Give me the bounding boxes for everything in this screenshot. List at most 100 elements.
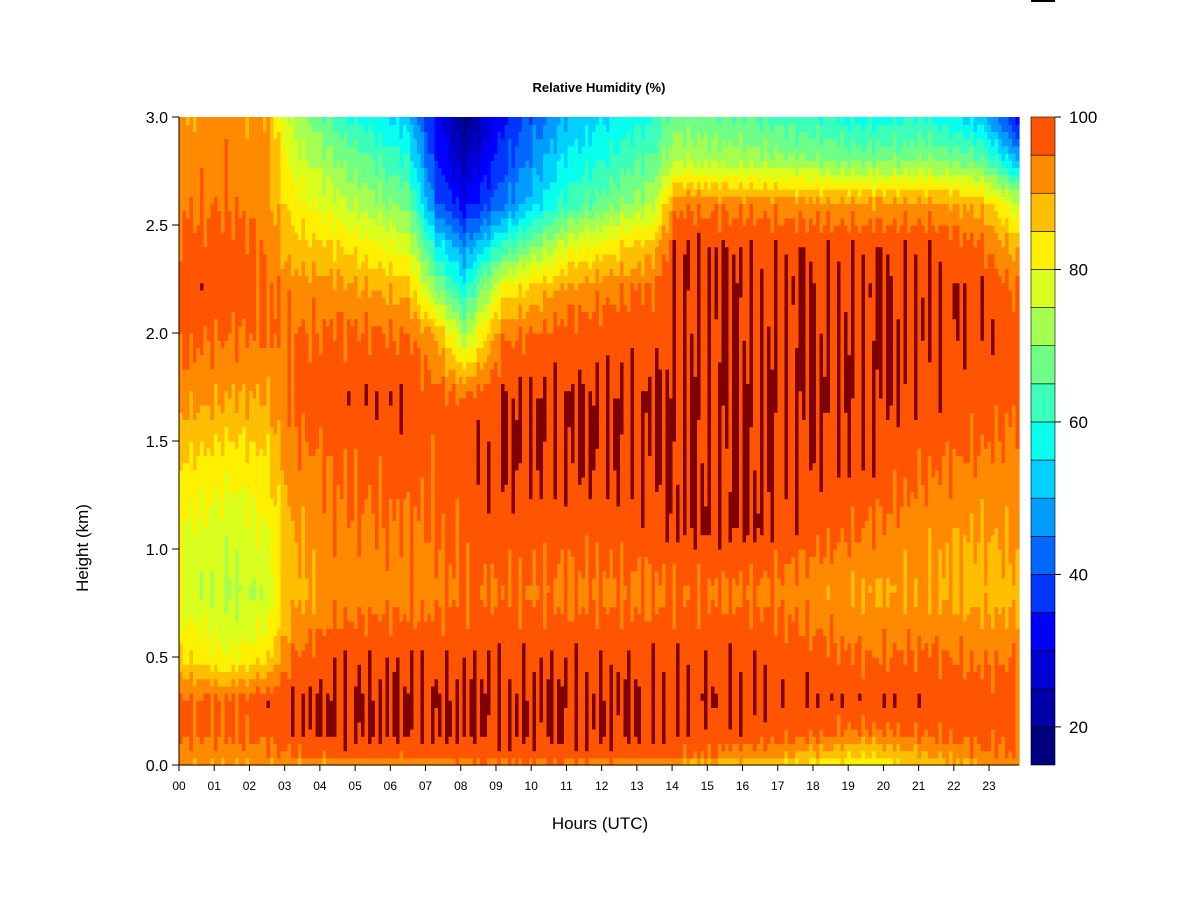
- heatmap-cell: [245, 664, 250, 672]
- heatmap-cell: [686, 621, 691, 629]
- heatmap-cell: [315, 736, 320, 744]
- heatmap-cell: [896, 743, 901, 752]
- heatmap-cell: [228, 750, 233, 759]
- heatmap-cell: [350, 613, 355, 622]
- heatmap-cell: [392, 685, 397, 694]
- heatmap-cell: [364, 664, 369, 672]
- heatmap-cell: [858, 671, 863, 680]
- heatmap-cell: [690, 707, 695, 716]
- heatmap-cell: [753, 736, 758, 744]
- heatmap-cell: [434, 628, 439, 636]
- heatmap-cell: [217, 671, 222, 680]
- heatmap-cell: [431, 700, 436, 708]
- heatmap-cell: [238, 693, 243, 701]
- heatmap-cell: [994, 729, 999, 737]
- heatmap-cell: [354, 671, 359, 680]
- heatmap-cell: [200, 729, 205, 737]
- heatmap-cell: [235, 649, 240, 658]
- heatmap-cell: [385, 721, 390, 730]
- heatmap-cell: [676, 613, 681, 622]
- heatmap-cell: [305, 613, 310, 622]
- heatmap-cell: [543, 707, 548, 716]
- heatmap-cell: [627, 678, 632, 687]
- heatmap-cell: [263, 635, 268, 644]
- heatmap-cell: [651, 613, 656, 622]
- heatmap-cell: [791, 714, 796, 723]
- heatmap-cell: [238, 635, 243, 644]
- heatmap-cell: [861, 671, 866, 680]
- heatmap-cell: [616, 729, 621, 737]
- heatmap-cell: [651, 693, 656, 701]
- heatmap-cell: [805, 635, 810, 644]
- heatmap-cell: [364, 693, 369, 701]
- heatmap-cell: [585, 750, 590, 759]
- heatmap-cell: [910, 671, 915, 680]
- heatmap-cell: [228, 757, 233, 766]
- heatmap-cell: [413, 743, 418, 752]
- heatmap-cell: [532, 729, 537, 737]
- heatmap-cell: [385, 664, 390, 672]
- heatmap-cell: [907, 657, 912, 665]
- heatmap-cell: [784, 671, 789, 680]
- heatmap-cell: [739, 628, 744, 636]
- heatmap-cell: [651, 642, 656, 651]
- heatmap-cell: [256, 621, 261, 629]
- heatmap-cell: [291, 685, 296, 694]
- heatmap-cell: [539, 628, 544, 636]
- heatmap-cell: [375, 736, 380, 744]
- heatmap-cell: [875, 700, 880, 708]
- heatmap-cell: [595, 743, 600, 752]
- heatmap-cell: [536, 729, 541, 737]
- heatmap-cell: [595, 729, 600, 737]
- heatmap-cell: [385, 657, 390, 665]
- heatmap-cell: [378, 678, 383, 687]
- heatmap-cell: [770, 707, 775, 716]
- heatmap-cell: [616, 736, 621, 744]
- heatmap-cell: [476, 693, 481, 701]
- heatmap-cell: [644, 671, 649, 680]
- heatmap-cell: [280, 707, 285, 716]
- heatmap-cell: [921, 714, 926, 723]
- heatmap-cell: [378, 628, 383, 636]
- heatmap-cell: [879, 729, 884, 737]
- heatmap-cell: [371, 621, 376, 629]
- heatmap-cell: [266, 657, 271, 665]
- heatmap-cell: [462, 750, 467, 759]
- heatmap-cell: [917, 621, 922, 629]
- heatmap-cell: [249, 707, 254, 716]
- heatmap-cell: [228, 743, 233, 752]
- heatmap-cell: [497, 613, 502, 622]
- heatmap-cell: [427, 649, 432, 658]
- heatmap-cell: [245, 613, 250, 622]
- heatmap-cell: [287, 664, 292, 672]
- heatmap-cell: [417, 757, 422, 766]
- heatmap-cell: [914, 664, 919, 672]
- heatmap-cell: [182, 657, 187, 665]
- heatmap-cell: [196, 657, 201, 665]
- heatmap-cell: [494, 714, 499, 723]
- heatmap-cell: [375, 642, 380, 651]
- heatmap-cell: [994, 678, 999, 687]
- heatmap-cell: [392, 664, 397, 672]
- heatmap-cell: [567, 664, 572, 672]
- heatmap-cell: [508, 649, 513, 658]
- heatmap-cell: [361, 757, 366, 766]
- heatmap-cell: [725, 721, 730, 730]
- heatmap-cell: [956, 671, 961, 680]
- heatmap-cell: [966, 621, 971, 629]
- heatmap-cell: [1005, 700, 1010, 708]
- heatmap-cell: [256, 757, 261, 766]
- heatmap-cell: [602, 700, 607, 708]
- heatmap-cell: [763, 621, 768, 629]
- heatmap-cell: [189, 635, 194, 644]
- heatmap-cell: [315, 750, 320, 759]
- heatmap-cell: [476, 635, 481, 644]
- heatmap-cell: [452, 657, 457, 665]
- heatmap-cell: [434, 657, 439, 665]
- heatmap-cell: [826, 635, 831, 644]
- heatmap-cell: [637, 621, 642, 629]
- heatmap-cell: [956, 635, 961, 644]
- heatmap-cell: [592, 743, 597, 752]
- heatmap-cell: [942, 657, 947, 665]
- heatmap-cell: [809, 657, 814, 665]
